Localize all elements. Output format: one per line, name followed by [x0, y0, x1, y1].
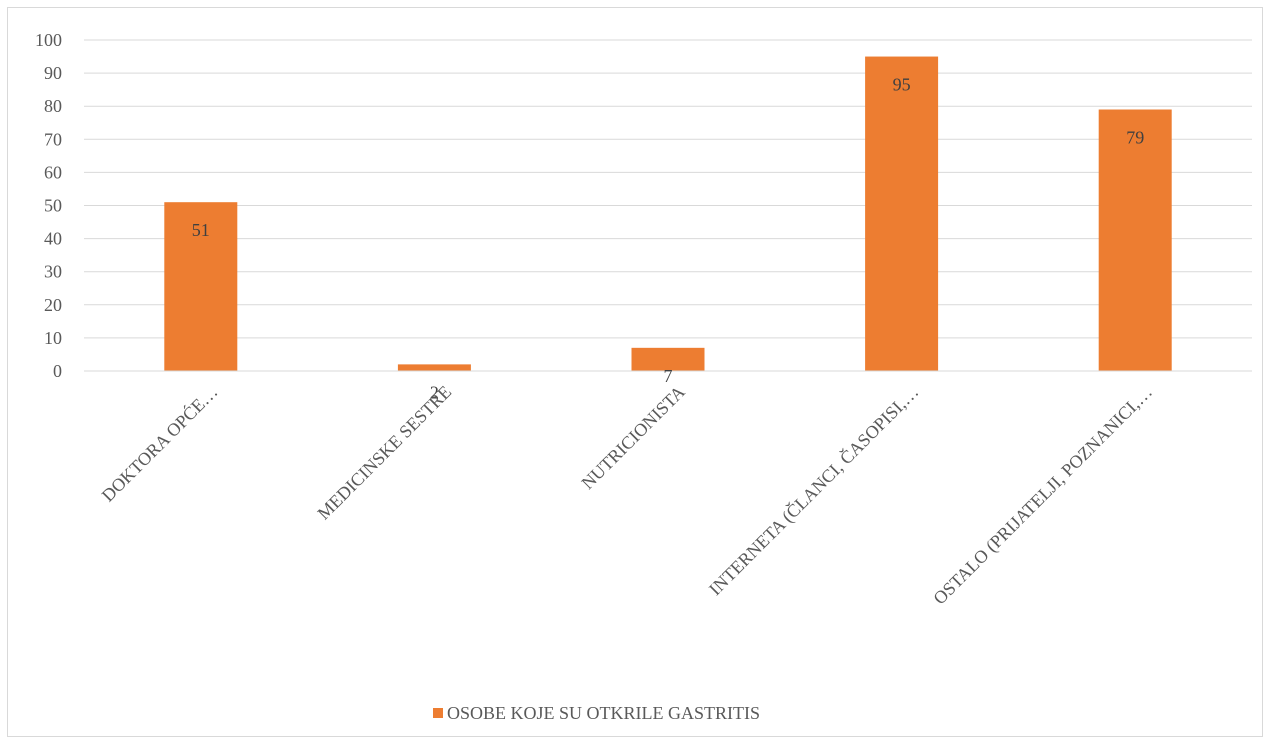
data-label-5: 79: [1126, 128, 1144, 148]
y-tick-label-100: 100: [35, 30, 62, 50]
y-tick-label-60: 60: [44, 162, 62, 182]
y-tick-label-90: 90: [44, 63, 62, 83]
category-labels: DOKTORA OPĆE… MEDICINSKE SESTRE NUTRICIONI…: [97, 381, 1157, 609]
y-tick-label-70: 70: [44, 129, 62, 149]
category-label-3: NUTRICIONISTA: [577, 382, 688, 493]
y-tick-label-50: 50: [44, 196, 62, 216]
y-axis-tick-labels: 0 10 20 30 40 50 60 70 80 90 100: [35, 30, 62, 381]
y-tick-label-30: 30: [44, 262, 62, 282]
data-label-4: 95: [893, 75, 911, 95]
y-tick-label-40: 40: [44, 229, 62, 249]
data-label-2: 2: [430, 382, 439, 402]
bar-5: [1098, 109, 1172, 371]
bar-4: [865, 56, 939, 372]
category-label-1: DOKTORA OPĆE…: [97, 381, 222, 506]
bar-3: [631, 347, 705, 371]
chart-frame: [7, 7, 1263, 737]
data-label-1: 51: [192, 220, 210, 240]
y-tick-label-0: 0: [53, 361, 62, 381]
bar-1: [164, 202, 238, 371]
category-label-5: OSTALO (PRIJATELJI, POZNANICI,…: [929, 382, 1156, 609]
bars: [164, 56, 1172, 372]
data-label-3: 7: [664, 366, 673, 386]
legend: OSOBE KOJE SU OTKRILE GASTRITIS: [433, 703, 760, 723]
bar-2: [397, 364, 471, 371]
category-label-2: MEDICINSKE SESTRE: [313, 382, 455, 524]
y-tick-label-20: 20: [44, 295, 62, 315]
y-tick-label-10: 10: [44, 328, 62, 348]
y-tick-label-80: 80: [44, 96, 62, 116]
data-labels: 51 2 7 95 79: [192, 75, 1144, 403]
category-label-4: INTERNETA (ČLANCI, ČASOPISI,…: [704, 381, 923, 600]
legend-swatch: [433, 708, 443, 718]
gridlines: [84, 39, 1252, 339]
legend-label: OSOBE KOJE SU OTKRILE GASTRITIS: [447, 703, 760, 723]
